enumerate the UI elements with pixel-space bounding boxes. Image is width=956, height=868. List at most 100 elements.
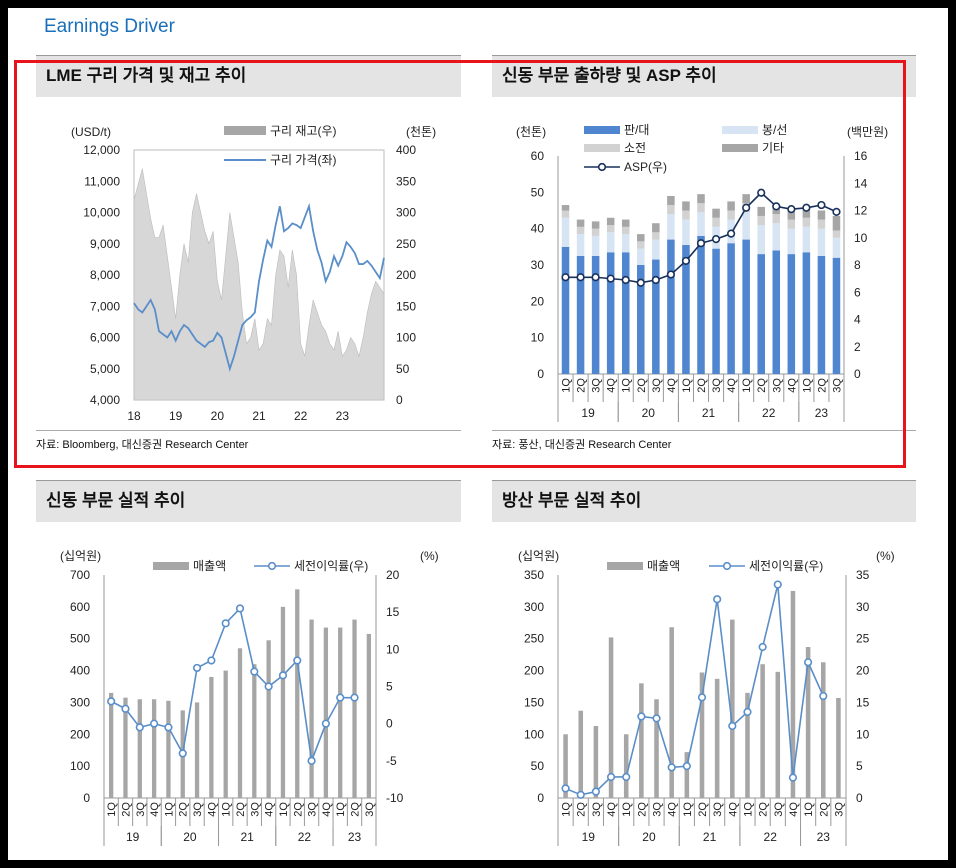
x-tick-label: 3Q [773, 802, 785, 817]
line-point [591, 787, 600, 796]
x-tick-label: 2Q [350, 802, 362, 817]
bar-stack-2 [682, 210, 690, 220]
x-tick-label: 1Q [621, 802, 633, 817]
bar-main [576, 255, 585, 374]
x-tick-label: 2Q [120, 802, 132, 817]
bar-stack-1 [576, 234, 585, 256]
bar-main [790, 590, 796, 798]
y-left-unit: (십억원) [518, 549, 559, 563]
y-right-tick-label: 12 [854, 204, 868, 218]
bar-stack-1 [561, 217, 570, 247]
y-left-tick-label: 12,000 [83, 143, 120, 157]
bar-main [295, 589, 300, 798]
y-right-tick-label: 200 [396, 268, 416, 282]
line-point [743, 707, 752, 717]
bar-main [606, 252, 615, 374]
bar-stack-3 [817, 210, 826, 220]
y-right-tick-label: 15 [856, 695, 870, 709]
bar-main [280, 606, 286, 798]
legend-label-asp: ASP(우) [624, 160, 667, 174]
y-right-tick-label: 30 [856, 600, 870, 614]
bar-stack-2 [667, 205, 675, 215]
y-right-unit: (%) [876, 549, 895, 563]
x-tick-label: 1Q [335, 802, 347, 817]
bar-stack-2 [606, 225, 615, 233]
bar-main [805, 646, 811, 798]
x-tick-label: 1Q [803, 802, 815, 817]
bar-main [742, 239, 750, 374]
legend-swatch-margin-marker [722, 561, 732, 571]
legend-label-plate: 판/대 [624, 123, 649, 137]
bar-main [820, 662, 826, 798]
y-left-tick-label: 100 [70, 759, 90, 773]
line-series [110, 606, 355, 764]
line-point [758, 642, 767, 652]
x-tick-label: 4Q [206, 802, 218, 817]
year-label: 21 [240, 830, 254, 844]
line-point [135, 723, 144, 732]
y-right-tick-label: 20 [856, 664, 870, 678]
bar-main [802, 252, 811, 374]
bar-main [699, 672, 705, 798]
bar-main [223, 670, 228, 798]
legend-swatch-asp-marker [597, 162, 607, 172]
bar-stack-2 [576, 226, 585, 235]
bar-stack-2 [787, 219, 796, 229]
y-right-tick-label: 20 [386, 568, 400, 582]
bar-stack-3 [742, 194, 750, 204]
y-left-tick-label: 0 [537, 367, 544, 381]
year-label: 20 [642, 830, 656, 844]
bar-main [591, 255, 600, 374]
line-point [787, 205, 796, 214]
bar-main [757, 254, 765, 374]
bar-main [787, 254, 796, 374]
line-point [591, 273, 600, 282]
y-right-tick-label: 350 [396, 174, 416, 188]
line-point [293, 656, 302, 665]
line-point [350, 693, 359, 702]
bar-main [338, 627, 343, 798]
y-left-tick-label: 500 [70, 632, 90, 646]
x-tick-label: 3Q [651, 378, 663, 393]
line-point [192, 663, 202, 673]
line-point [637, 712, 646, 721]
y-left-tick-label: 4,000 [90, 393, 120, 407]
bar-main [639, 683, 644, 798]
bar-stack-3 [621, 219, 630, 227]
bar-main [654, 699, 659, 798]
line-point [772, 202, 781, 211]
bar-stack-2 [591, 228, 600, 236]
y-left-tick-label: 200 [524, 664, 544, 678]
bar-main [151, 699, 157, 798]
line-point [652, 714, 661, 723]
year-label: 22 [764, 830, 778, 844]
x-tick-label: 3Q [591, 802, 603, 817]
x-tick-label: 2Q [756, 378, 768, 393]
y-right-tick-label: 35 [856, 568, 870, 582]
legend-label-margin: 세전이익률(우) [294, 559, 368, 573]
copper-price-inventory-chart: 4,000 5,000 6,000 7,000 8,000 9,000 10,000 11,0… [71, 124, 436, 423]
year-label: 19 [581, 406, 595, 420]
y-right-tick-label: -10 [386, 791, 404, 805]
y-left-tick-label: 60 [531, 149, 545, 163]
x-tick-label: 2Q [178, 802, 190, 817]
bar-stack-3 [667, 195, 675, 206]
bar-main [623, 734, 629, 798]
year-label: 19 [126, 830, 140, 844]
year-label: 20 [183, 830, 197, 844]
bar-stack-2 [561, 210, 570, 218]
x-tick-label: 2Q [636, 802, 648, 817]
x-tick-label: 4Q [606, 802, 618, 817]
x-tick-label: 2Q [758, 802, 770, 817]
x-tick-label: 3Q [712, 802, 724, 817]
bar-main [775, 671, 781, 798]
shindong-earnings-chart: 0 100 200 300 400 500 600 700 -10 -5 0 5 10 15 20 (십억원)… [60, 549, 439, 846]
year-label: 20 [642, 406, 656, 420]
bar-stack-2 [712, 217, 720, 227]
x-tick-label: 1Q [682, 802, 694, 817]
bar-stack-3 [561, 205, 570, 211]
x-tick-label: 1Q [742, 802, 754, 817]
y-left-tick-label: 10,000 [83, 206, 120, 220]
x-tick-label: 1Q [278, 802, 290, 817]
